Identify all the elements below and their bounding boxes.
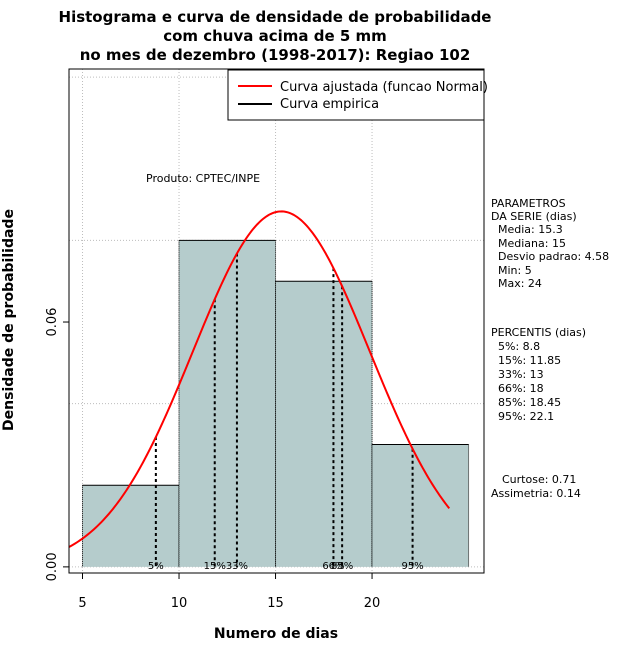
histogram-bar [179,240,276,567]
x-tick-label: 20 [364,596,381,611]
product-annotation: Produto: CPTEC/INPE [146,172,260,185]
percentile-label: 85% [331,561,353,572]
legend-label-empirical: Curva empirica [280,97,379,112]
percentile-label: 95% [401,561,423,572]
normal-curve [68,210,451,548]
x-tick-label: 5 [78,596,86,611]
legend-label-normal: Curva ajustada (funcao Normal) [280,80,488,95]
percentis-line: 33%: 13 [491,368,544,381]
y-axis-label: Densidade de probabilidade [1,209,17,431]
percentile-label: 66% [322,561,344,572]
side-panel: PARAMETROS DA SERIE (dias) Media: 15.3 M… [491,197,609,500]
percentile-label: 33% [226,561,248,572]
assimetria-text: Assimetria: 0.14 [491,487,581,500]
series-parameters: PARAMETROS DA SERIE (dias) Media: 15.3 M… [491,197,609,290]
y-axis: 0.00 0.06 [45,308,69,581]
percentis-line: 95%: 22.1 [491,410,554,423]
y-tick-label: 0.06 [45,308,60,337]
chart-title: Histograma e curva de densidade de proba… [59,8,492,64]
x-axis-label: Numero de dias [214,626,338,642]
x-tick-label: 10 [171,596,188,611]
title-line-3: no mes de dezembro (1998-2017): Regiao 1… [80,46,471,64]
params-line: Media: 15.3 [491,223,563,236]
params-line: Min: 5 [491,264,532,277]
params-line: PARAMETROS [491,197,566,210]
params-line: Mediana: 15 [491,237,566,250]
percentile-label: 15% [204,561,226,572]
x-tick-label: 15 [267,596,284,611]
x-axis: 5 10 15 20 [78,573,380,611]
percentile-label: 5% [148,561,164,572]
y-tick-label: 0.00 [45,552,60,581]
histogram-bar [275,281,373,567]
percentis-line: 5%: 8.8 [491,340,540,353]
params-line: Desvio padrao: 4.58 [491,250,609,263]
title-line-1: Histograma e curva de densidade de proba… [59,8,492,26]
percentis-line: PERCENTIS (dias) [491,326,586,339]
legend-box [227,69,485,121]
histogram-bars [82,239,470,567]
percentis-line: 66%: 18 [491,382,544,395]
curtose-text: Curtose: 0.71 [502,473,576,486]
percentis-list: PERCENTIS (dias) 5%: 8.8 15%: 11.85 33%:… [491,326,586,423]
legend: Curva ajustada (funcao Normal) Curva emp… [227,69,488,121]
percentis-line: 85%: 18.45 [491,396,561,409]
percentile-lines [154,253,414,567]
percentile-labels: 5% 15% 33% 66%85% 95% [148,561,424,572]
title-line-2: com chuva acima de 5 mm [163,27,387,45]
plot-frame [68,68,485,574]
params-line: Max: 24 [491,277,542,290]
percentis-line: 15%: 11.85 [491,354,561,367]
params-line: DA SERIE (dias) [491,210,577,223]
